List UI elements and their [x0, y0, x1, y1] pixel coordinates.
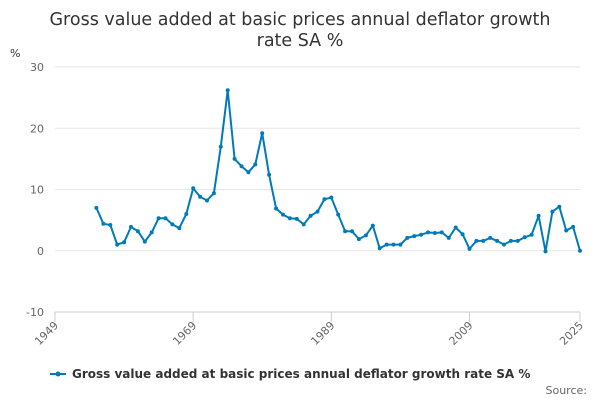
source-label[interactable]: Source:: [546, 384, 588, 397]
y-axis-unit-label: %: [10, 47, 20, 60]
data-point[interactable]: [308, 213, 313, 218]
y-axis: -10 0 10 20 30: [26, 61, 44, 319]
data-point[interactable]: [163, 216, 168, 221]
data-point[interactable]: [412, 234, 417, 239]
data-point[interactable]: [384, 242, 389, 247]
chart-title-line-2: rate SA %: [257, 31, 344, 51]
data-point[interactable]: [129, 224, 133, 229]
data-point[interactable]: [253, 162, 258, 167]
x-tick-label: 1969: [170, 319, 199, 348]
data-point[interactable]: [343, 229, 348, 234]
data-point[interactable]: [260, 131, 265, 136]
data-point[interactable]: [115, 242, 120, 247]
data-point[interactable]: [287, 216, 292, 221]
data-point[interactable]: [467, 246, 472, 251]
data-point[interactable]: [94, 205, 99, 210]
legend[interactable]: Gross value added at basic prices annual…: [50, 367, 530, 381]
data-point[interactable]: [405, 235, 410, 240]
data-point[interactable]: [481, 238, 486, 243]
data-point[interactable]: [439, 230, 444, 235]
data-point[interactable]: [135, 229, 140, 234]
data-point[interactable]: [267, 172, 272, 177]
data-point[interactable]: [156, 216, 161, 221]
data-point[interactable]: [294, 216, 299, 221]
legend-label[interactable]: Gross value added at basic prices annual…: [72, 367, 530, 381]
x-tick-label: 2009: [447, 319, 476, 348]
data-point[interactable]: [232, 156, 237, 161]
data-point[interactable]: [142, 239, 147, 244]
data-point[interactable]: [336, 212, 341, 217]
y-tick-label: 0: [37, 245, 44, 258]
data-point[interactable]: [356, 237, 361, 242]
data-point[interactable]: [474, 238, 479, 243]
y-tick-label: 10: [30, 184, 44, 197]
data-point[interactable]: [218, 144, 223, 149]
y-tick-label: 20: [30, 122, 44, 135]
data-point[interactable]: [370, 223, 375, 228]
grid: [55, 66, 580, 252]
y-tick-label: -10: [26, 306, 44, 319]
data-point[interactable]: [578, 248, 582, 253]
data-point[interactable]: [515, 238, 520, 243]
data-point[interactable]: [239, 164, 244, 169]
x-tick-label: 2025: [557, 319, 586, 348]
data-point[interactable]: [522, 235, 527, 240]
data-point[interactable]: [460, 232, 465, 237]
data-point[interactable]: [225, 88, 230, 93]
data-point[interactable]: [508, 238, 513, 243]
data-point[interactable]: [488, 235, 493, 240]
data-point[interactable]: [543, 249, 548, 254]
data-point[interactable]: [149, 230, 154, 235]
data-point[interactable]: [177, 226, 182, 231]
data-point[interactable]: [391, 242, 396, 247]
data-point[interactable]: [301, 222, 306, 227]
data-point[interactable]: [398, 242, 403, 247]
data-point[interactable]: [101, 221, 106, 226]
data-point[interactable]: [315, 209, 320, 214]
data-point[interactable]: [557, 204, 562, 209]
data-point[interactable]: [453, 225, 458, 230]
data-point[interactable]: [108, 223, 113, 227]
y-tick-label: 30: [30, 61, 44, 74]
x-axis: 1949 1969 1989 2009 2025: [32, 311, 586, 348]
data-point[interactable]: [122, 240, 127, 245]
data-point[interactable]: [246, 170, 251, 175]
data-point[interactable]: [564, 228, 569, 233]
data-point[interactable]: [281, 212, 285, 217]
data-point[interactable]: [377, 246, 382, 251]
data-point[interactable]: [322, 197, 327, 202]
data-point[interactable]: [198, 194, 203, 199]
data-point[interactable]: [426, 230, 430, 235]
data-point[interactable]: [419, 232, 424, 237]
data-point[interactable]: [191, 186, 196, 191]
data-point[interactable]: [211, 191, 216, 196]
data-point[interactable]: [571, 224, 576, 229]
data-point[interactable]: [350, 229, 354, 234]
data-point[interactable]: [529, 232, 534, 237]
data-point[interactable]: [329, 195, 334, 200]
data-point[interactable]: [502, 242, 506, 247]
legend-marker: [55, 371, 61, 377]
x-tick-label: 1949: [32, 319, 61, 348]
data-point[interactable]: [363, 233, 368, 238]
chart-title-line-1: Gross value added at basic prices annual…: [50, 10, 551, 30]
series: [94, 88, 582, 254]
data-point[interactable]: [205, 198, 209, 203]
data-point[interactable]: [170, 222, 175, 227]
data-point[interactable]: [274, 206, 279, 211]
series-line: [95, 89, 581, 253]
data-point[interactable]: [446, 235, 451, 240]
data-point[interactable]: [432, 231, 437, 235]
data-point[interactable]: [550, 209, 555, 214]
data-point[interactable]: [536, 213, 541, 218]
data-point[interactable]: [184, 212, 189, 216]
data-point[interactable]: [495, 238, 500, 243]
x-tick-label: 1989: [308, 319, 337, 348]
